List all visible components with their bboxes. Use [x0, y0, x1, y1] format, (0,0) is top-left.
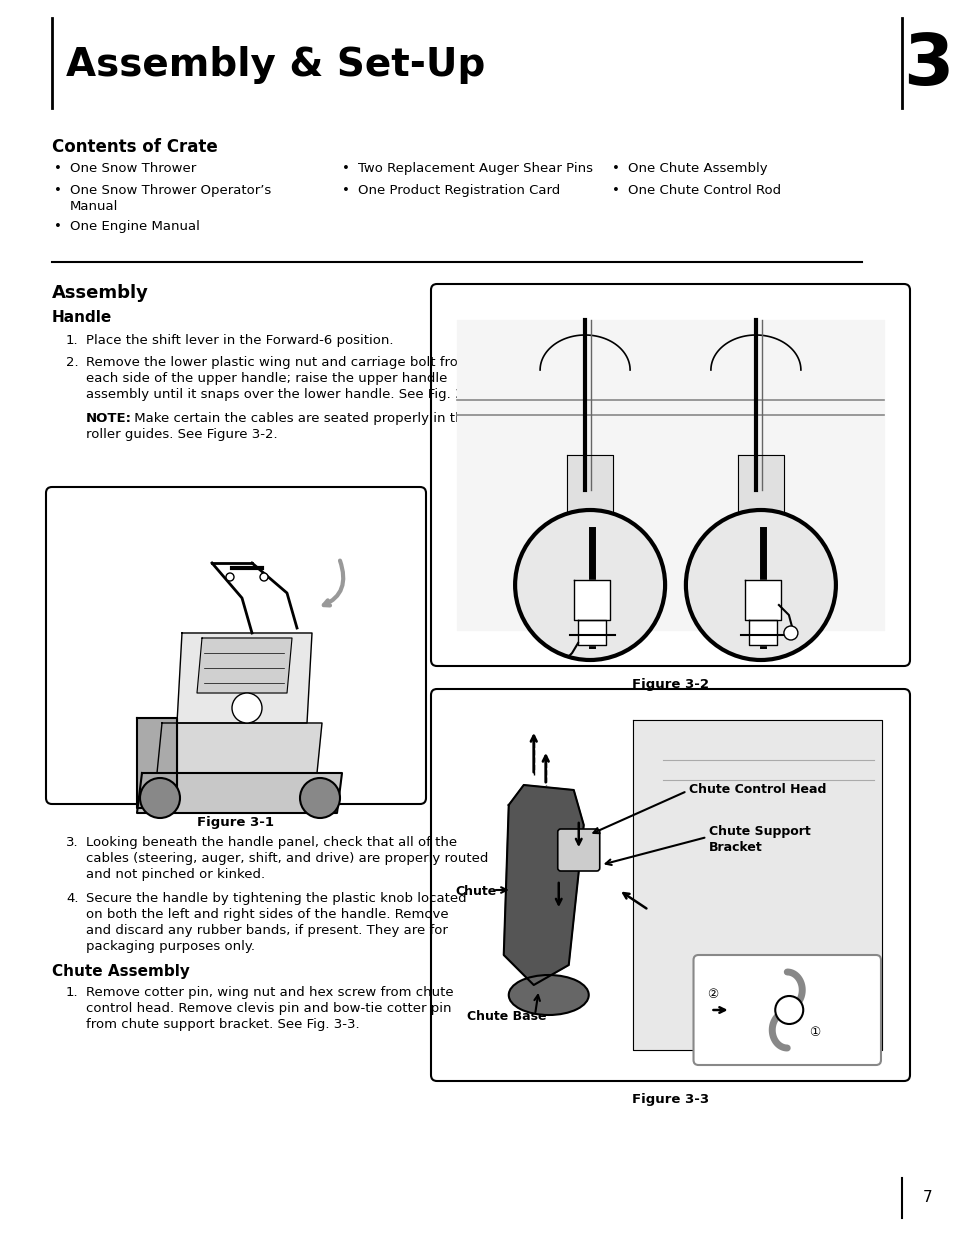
Text: cables (steering, auger, shift, and drive) are properly routed: cables (steering, auger, shift, and driv… — [86, 852, 488, 864]
Text: Looking beneath the handle panel, check that all of the: Looking beneath the handle panel, check … — [86, 836, 456, 848]
Text: One Chute Control Rod: One Chute Control Rod — [627, 184, 781, 198]
Text: 2.: 2. — [66, 356, 78, 369]
Text: 4.: 4. — [66, 892, 78, 905]
Text: •: • — [612, 184, 619, 198]
Circle shape — [783, 626, 797, 640]
Text: packaging purposes only.: packaging purposes only. — [86, 940, 254, 953]
Text: •: • — [341, 184, 350, 198]
Polygon shape — [137, 718, 177, 808]
Text: Chute Control Head: Chute Control Head — [688, 783, 825, 797]
Text: assembly until it snaps over the lower handle. See Fig. 3-1.: assembly until it snaps over the lower h… — [86, 388, 480, 401]
Text: Assembly: Assembly — [52, 284, 149, 303]
Polygon shape — [157, 722, 322, 773]
Polygon shape — [748, 620, 776, 645]
Text: 3.: 3. — [66, 836, 78, 848]
Text: Remove the lower plastic wing nut and carriage bolt from: Remove the lower plastic wing nut and ca… — [86, 356, 470, 369]
Text: Chute Support: Chute Support — [708, 825, 810, 839]
Text: One Snow Thrower Operator’s: One Snow Thrower Operator’s — [70, 184, 271, 198]
Polygon shape — [574, 580, 610, 620]
Text: Make certain the cables are seated properly in the: Make certain the cables are seated prope… — [130, 412, 471, 425]
Text: •: • — [54, 220, 62, 233]
Text: Remove cotter pin, wing nut and hex screw from chute: Remove cotter pin, wing nut and hex scre… — [86, 986, 453, 999]
FancyBboxPatch shape — [431, 689, 909, 1081]
Text: Handle: Handle — [52, 310, 112, 325]
Ellipse shape — [508, 974, 588, 1015]
Circle shape — [775, 995, 802, 1024]
Circle shape — [515, 510, 664, 659]
Text: Figure 3-2: Figure 3-2 — [631, 678, 708, 692]
Text: roller guides. See Figure 3-2.: roller guides. See Figure 3-2. — [86, 429, 277, 441]
FancyBboxPatch shape — [431, 284, 909, 666]
Polygon shape — [566, 454, 613, 530]
Polygon shape — [633, 720, 882, 1050]
Text: Place the shift lever in the Forward-6 position.: Place the shift lever in the Forward-6 p… — [86, 333, 393, 347]
Circle shape — [299, 778, 339, 818]
Circle shape — [685, 510, 835, 659]
FancyBboxPatch shape — [693, 955, 880, 1065]
Text: Contents of Crate: Contents of Crate — [52, 138, 217, 156]
Text: Two Replacement Auger Shear Pins: Two Replacement Auger Shear Pins — [357, 162, 593, 175]
Text: One Snow Thrower: One Snow Thrower — [70, 162, 196, 175]
Text: •: • — [54, 184, 62, 198]
Polygon shape — [737, 454, 783, 530]
Text: control head. Remove clevis pin and bow-tie cotter pin: control head. Remove clevis pin and bow-… — [86, 1002, 451, 1015]
Text: Manual: Manual — [70, 200, 118, 212]
Text: and not pinched or kinked.: and not pinched or kinked. — [86, 868, 265, 881]
Circle shape — [232, 693, 262, 722]
FancyBboxPatch shape — [558, 829, 599, 871]
Text: each side of the upper handle; raise the upper handle: each side of the upper handle; raise the… — [86, 372, 447, 385]
Text: from chute support bracket. See Fig. 3-3.: from chute support bracket. See Fig. 3-3… — [86, 1018, 359, 1031]
Polygon shape — [578, 620, 605, 645]
Text: Assembly & Set-Up: Assembly & Set-Up — [66, 46, 485, 84]
Text: 7: 7 — [923, 1191, 932, 1205]
FancyBboxPatch shape — [46, 487, 426, 804]
Text: •: • — [54, 162, 62, 175]
Text: Chute Assembly: Chute Assembly — [52, 965, 190, 979]
Circle shape — [226, 573, 233, 580]
Polygon shape — [137, 773, 341, 813]
Text: One Product Registration Card: One Product Registration Card — [357, 184, 559, 198]
Text: 3: 3 — [902, 31, 952, 100]
Text: 1.: 1. — [66, 333, 78, 347]
Text: NOTE:: NOTE: — [86, 412, 132, 425]
Text: Bracket: Bracket — [708, 841, 762, 853]
Circle shape — [140, 778, 180, 818]
Polygon shape — [456, 320, 883, 630]
Text: and discard any rubber bands, if present. They are for: and discard any rubber bands, if present… — [86, 924, 447, 937]
Text: One Engine Manual: One Engine Manual — [70, 220, 200, 233]
Polygon shape — [744, 580, 781, 620]
Text: •: • — [341, 162, 350, 175]
Text: Chute Base: Chute Base — [467, 1010, 546, 1023]
Polygon shape — [177, 634, 312, 722]
Text: Secure the handle by tightening the plastic knob located: Secure the handle by tightening the plas… — [86, 892, 466, 905]
Text: Chute: Chute — [455, 885, 496, 898]
Text: 1.: 1. — [66, 986, 78, 999]
Polygon shape — [503, 785, 583, 986]
Text: Figure 3-3: Figure 3-3 — [631, 1093, 708, 1107]
Text: ①: ① — [809, 1025, 820, 1039]
Text: ②: ② — [706, 988, 718, 1002]
Text: on both the left and right sides of the handle. Remove: on both the left and right sides of the … — [86, 908, 448, 921]
Text: Figure 3-1: Figure 3-1 — [197, 816, 274, 829]
Polygon shape — [196, 638, 292, 693]
Text: •: • — [612, 162, 619, 175]
Text: One Chute Assembly: One Chute Assembly — [627, 162, 767, 175]
Circle shape — [260, 573, 268, 580]
